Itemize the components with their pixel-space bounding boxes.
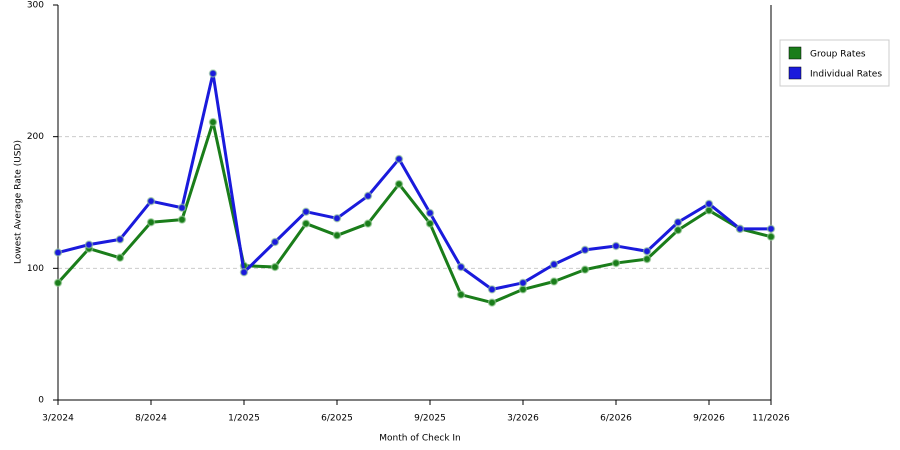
- x-tick-label: 3/2026: [507, 414, 539, 424]
- point: [208, 117, 218, 127]
- point: [394, 154, 404, 164]
- point: [301, 219, 311, 228]
- point: [456, 290, 466, 299]
- point: [53, 278, 63, 288]
- point: [642, 246, 652, 256]
- point: [270, 237, 280, 247]
- y-tick-label: 100: [27, 264, 44, 274]
- x-tick-label: 6/2026: [600, 414, 632, 424]
- legend-label: Group Rates: [810, 50, 866, 60]
- point: [177, 215, 187, 224]
- point: [332, 214, 342, 223]
- y-tick-label: 200: [27, 132, 44, 142]
- point: [673, 225, 683, 235]
- y-axis-label: Lowest Average Rate (USD): [14, 140, 24, 264]
- point: [115, 235, 125, 244]
- point: [301, 207, 311, 216]
- point: [549, 277, 559, 286]
- point: [53, 248, 63, 257]
- series-line: [56, 120, 772, 305]
- point: [487, 298, 497, 307]
- point: [735, 224, 745, 234]
- x-tick-label: 3/2024: [42, 414, 74, 424]
- point: [518, 278, 528, 288]
- point: [487, 285, 497, 294]
- legend-label: Individual Rates: [810, 70, 882, 80]
- legend-swatch: [788, 46, 802, 60]
- point: [332, 231, 342, 240]
- point: [766, 224, 776, 234]
- x-tick-label: 1/2025: [228, 414, 260, 424]
- x-tick-label: 6/2025: [321, 414, 353, 424]
- series-line: [57, 71, 771, 291]
- legend-swatch: [788, 66, 802, 80]
- point: [84, 240, 94, 249]
- point: [115, 253, 125, 263]
- x-tick-label: 9/2025: [414, 414, 446, 424]
- x-tick-label: 11/2026: [752, 414, 790, 424]
- point: [766, 232, 776, 241]
- point: [394, 179, 404, 189]
- point: [363, 219, 373, 228]
- y-tick-label: 0: [38, 396, 44, 406]
- x-tick-label: 9/2026: [693, 414, 725, 424]
- point: [146, 218, 156, 227]
- point: [642, 254, 652, 264]
- point: [239, 268, 249, 277]
- point: [673, 218, 683, 227]
- point: [270, 262, 280, 272]
- point: [208, 69, 218, 78]
- y-tick-label: 300: [27, 1, 44, 11]
- point: [146, 196, 156, 206]
- point: [456, 262, 466, 272]
- point: [611, 258, 621, 268]
- point: [611, 241, 621, 251]
- point: [177, 203, 187, 213]
- point: [580, 265, 590, 274]
- point: [425, 219, 435, 228]
- point: [363, 191, 373, 201]
- x-axis-label: Month of Check In: [379, 434, 461, 444]
- point: [580, 245, 590, 255]
- x-tick-label: 8/2024: [135, 414, 167, 424]
- point: [425, 208, 435, 218]
- point: [704, 199, 714, 209]
- point: [549, 260, 559, 269]
